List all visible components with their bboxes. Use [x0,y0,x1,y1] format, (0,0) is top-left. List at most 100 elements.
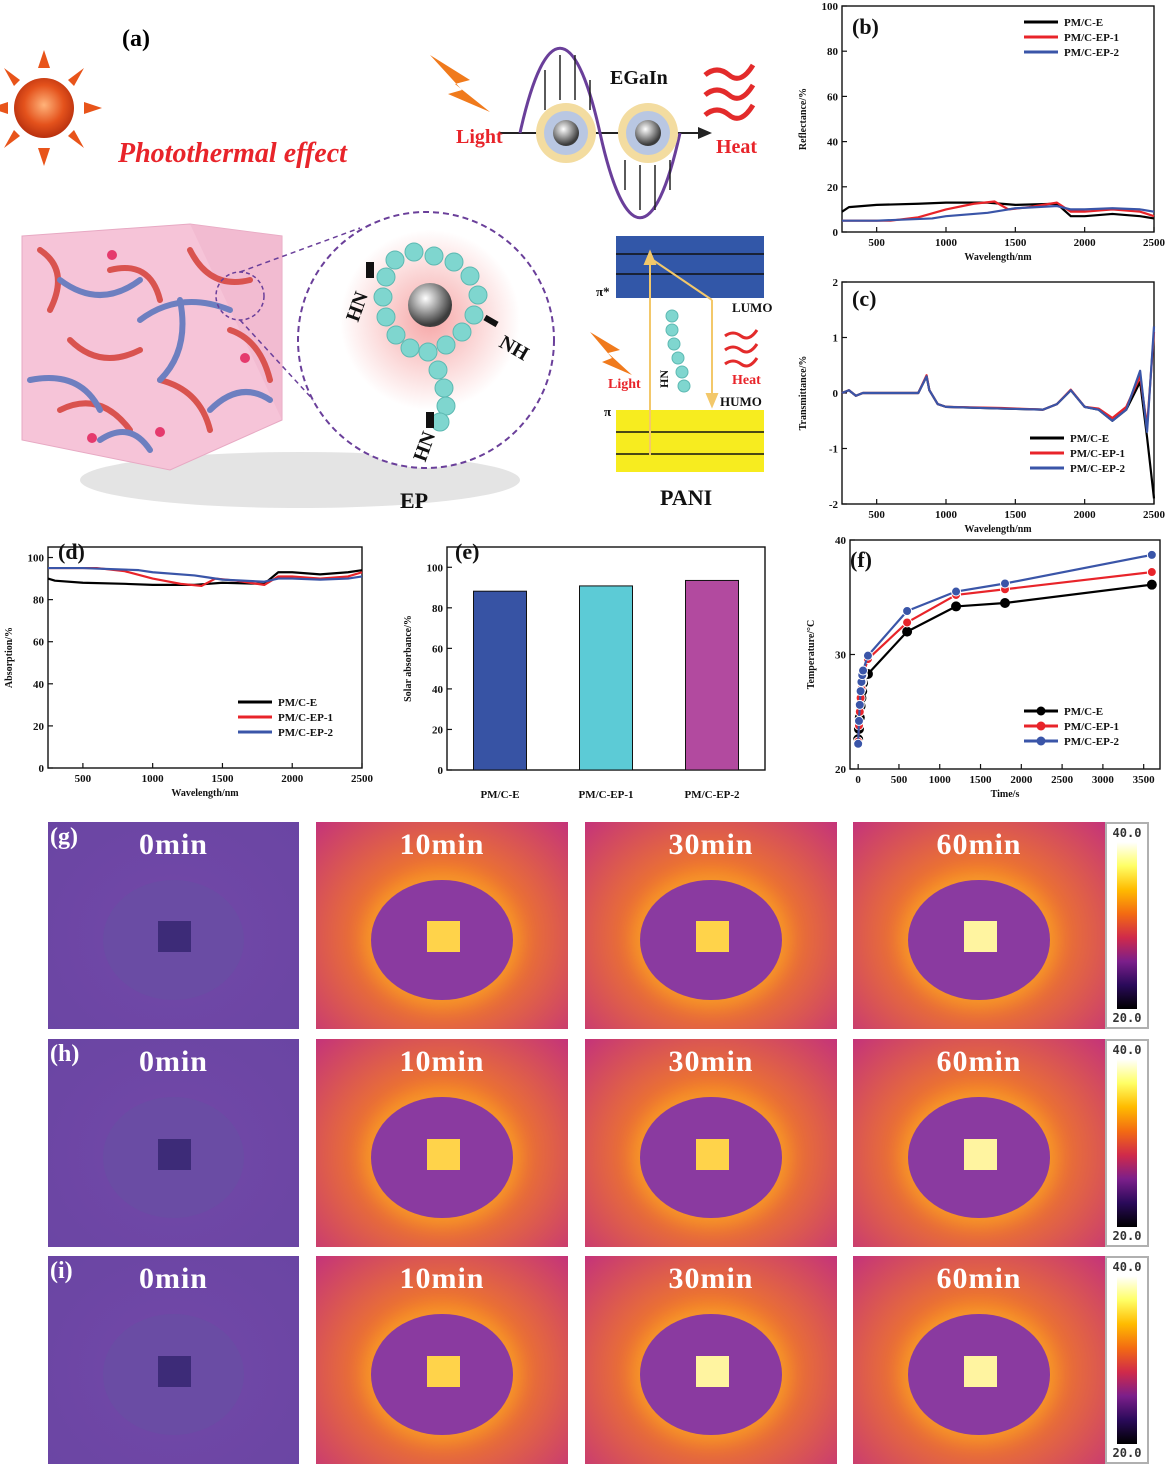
y-tick-label: 60 [827,91,839,103]
thermal-image: 60min [853,822,1105,1029]
y-tick-label: 60 [33,637,45,649]
y-tick-label: 0 [438,765,444,777]
thermal-image: 10min [316,1039,568,1247]
y-tick-label: 20 [33,721,45,733]
pi-star-label: π* [596,284,610,299]
thermal-time-label: 10min [399,828,485,861]
legend-label: PM/C-E [1070,433,1109,445]
data-point-PM/C-EP-2 [862,650,873,661]
thermal-time-label: 0min [138,1045,208,1078]
thermal-time-label: 30min [668,1045,754,1078]
x-axis-label: Wavelength/nm [964,252,1032,263]
hot-spot [963,1138,997,1171]
thermal-image: 10min [316,1256,568,1464]
data-point-PM/C-EP-2 [854,699,865,710]
colorbar-gradient [1117,1276,1137,1444]
x-category-label: PM/C-EP-2 [685,789,740,801]
bar-PM/C-EP-1 [579,585,633,771]
data-point-PM/C-EP-2 [1146,549,1157,560]
y-tick-label: 60 [432,643,444,655]
data-point-PM/C-E [902,626,913,637]
series-line-PM/C-EP-2 [842,204,1155,222]
y-tick-label: -1 [829,444,838,456]
series-line-PM/C-EP-1 [841,331,1156,428]
legend-label: PM/C-EP-2 [1064,47,1119,59]
panel-label: (d) [58,539,85,564]
y-tick-label: 40 [827,137,839,149]
y-tick-label: 1 [833,333,839,345]
colorbar-min-label: 20.0 [1112,1011,1142,1025]
y-tick-label: 20 [432,724,444,736]
x-axis-label: Wavelength/nm [171,788,239,799]
data-point-PM/C-E [1000,597,1010,608]
colorbar-max-label: 40.0 [1112,1260,1142,1274]
lumo-label: LUMO [732,300,772,315]
series-line-PM/C-E [841,201,1155,220]
panel-label: (i) [50,1258,73,1284]
y-tick-label: 0 [39,763,45,775]
egain-label: EGaIn [610,67,668,89]
colorbar-min-label: 20.0 [1112,1229,1142,1243]
y-axis-label: Absorption/% [4,627,15,688]
colorbar-min-label: 20.0 [1112,1446,1142,1460]
thermal-time-label: 10min [399,1045,485,1078]
legend-label: PM/C-E [278,697,317,709]
data-point-PM/C-EP-1 [1146,567,1157,578]
chart-b: 0 20 40 60 80 100 Reflectance/% (b) 500 1000 1500 2… [798,1,1166,263]
thermal-time-label: 60min [936,1045,1022,1078]
y-tick-label: 20 [827,182,839,194]
x-tick-label: 2500 [1051,774,1074,786]
hot-spot [963,921,997,953]
bar-PM/C-EP-2 [685,579,739,771]
colorbar-gradient [1117,842,1137,1009]
x-tick-label: 1500 [211,773,234,785]
x-tick-label: 1000 [142,773,165,785]
legend-label: PM/C-EP-1 [1064,721,1119,733]
data-point-PM/C-EP-2 [858,665,869,676]
data-point-PM/C-E [951,601,962,612]
thermal-image: 30min [585,1256,837,1464]
colorbar-max-label: 40.0 [1112,826,1142,840]
hot-spot [426,1138,460,1171]
colorbar-gradient [1117,1059,1137,1227]
ep-label: EP [400,488,428,513]
thermal-image: 0min (g) [48,822,299,1029]
lightning-icon [430,55,490,112]
hot-spot [426,921,460,953]
heat-label: Heat [716,136,757,158]
y-tick-label: 100 [822,1,839,13]
series-line-PM/C-EP-1 [857,570,1152,742]
x-tick-label: 3000 [1092,774,1115,786]
panel-label: (g) [50,824,78,850]
legend-label: PM/C-EP-1 [278,712,333,724]
panel-label: (c) [852,286,876,311]
y-axis-label: Solar absorbance/% [403,615,414,702]
sun-icon [0,50,102,166]
y-tick-label: 100 [28,553,45,565]
y-tick-label: 40 [835,535,847,547]
data-point-PM/C-EP-2 [1000,578,1010,589]
chart-d: 0 20 40 60 80 100 Absorption/% (d) 500 1000 1500 20… [4,539,374,799]
y-tick-label: 80 [432,603,444,615]
y-axis-label: Reflectance/% [798,88,809,150]
panel-label: (e) [455,539,479,564]
data-point-PM/C-EP-2 [855,686,866,697]
y-tick-label: 100 [427,562,444,574]
x-tick-label: 1000 [935,237,958,249]
legend-label: PM/C-EP-2 [1070,463,1125,475]
bar-PM/C-E [473,590,527,771]
legend-marker [1036,721,1046,731]
legend-label: PM/C-EP-2 [278,727,333,739]
legend-label: PM/C-E [1064,17,1103,29]
data-point-PM/C-EP-2 [951,586,962,597]
light-label: Light [456,126,503,148]
x-tick-label: 3500 [1133,774,1156,786]
heat-arrows-icon [703,63,756,121]
pi-label: π [604,404,611,419]
thermal-image: 30min [585,822,837,1029]
x-tick-label: 2500 [351,773,374,785]
y-tick-label: 2 [833,277,839,289]
temperature-colorbar: 40.0 20.0 [1105,822,1149,1029]
pani-band-diagram [590,236,764,472]
